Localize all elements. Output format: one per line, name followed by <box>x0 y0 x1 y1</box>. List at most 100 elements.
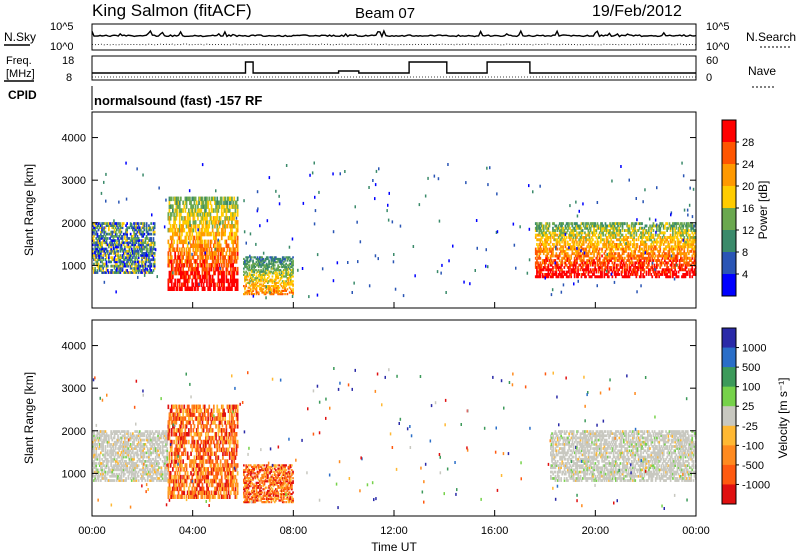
data-cell <box>633 252 635 256</box>
data-cell <box>181 255 183 260</box>
data-cell <box>539 270 542 274</box>
data-cell <box>93 443 95 446</box>
data-cell <box>268 286 270 289</box>
data-cell <box>652 268 655 272</box>
data-cell <box>621 268 624 272</box>
data-cell <box>116 457 118 461</box>
data-cell <box>168 247 171 252</box>
data-cell <box>652 259 655 262</box>
data-cell <box>585 268 587 272</box>
data-cell <box>219 200 222 205</box>
data-cell <box>167 212 170 217</box>
data-cell <box>673 236 675 239</box>
data-cell <box>585 222 587 226</box>
data-cell <box>116 466 118 470</box>
data-cell <box>205 255 207 260</box>
data-cell <box>235 204 238 209</box>
data-cell <box>653 224 656 228</box>
data-cell <box>645 256 648 260</box>
data-cell <box>223 274 225 280</box>
data-cell <box>114 222 117 225</box>
data-cell <box>673 259 675 262</box>
data-cell <box>135 266 138 270</box>
data-cell <box>234 231 237 237</box>
data-cell <box>690 259 692 262</box>
data-cell <box>541 243 544 246</box>
data-cell <box>603 252 606 256</box>
data-cell <box>691 236 694 239</box>
data-cell <box>143 271 146 274</box>
data-cell <box>640 259 642 262</box>
data-cell <box>564 226 567 230</box>
data-cell <box>651 245 654 249</box>
data-cell <box>194 227 197 233</box>
data-point <box>374 254 377 258</box>
data-cell <box>656 238 658 242</box>
data-cell <box>109 470 111 474</box>
data-cell <box>650 231 652 235</box>
data-cell <box>169 196 172 202</box>
data-cell <box>106 243 109 247</box>
data-cell <box>122 434 125 438</box>
data-cell <box>675 254 678 258</box>
data-cell <box>616 229 618 232</box>
data-cell <box>289 281 292 284</box>
data-cell <box>168 270 171 276</box>
data-cell <box>689 270 691 274</box>
data-cell <box>576 224 578 228</box>
data-cell <box>98 460 101 463</box>
data-cell <box>683 240 686 244</box>
data-cell <box>180 259 182 264</box>
data-cell <box>566 222 569 226</box>
data-cell <box>608 229 610 232</box>
data-cell <box>114 226 117 230</box>
data-cell <box>112 243 115 247</box>
data-point <box>636 218 638 222</box>
data-cell <box>183 220 186 225</box>
data-cell <box>253 267 255 270</box>
data-cell <box>628 268 631 272</box>
data-cell <box>234 220 237 225</box>
data-cell <box>169 235 172 241</box>
data-cell <box>590 275 593 279</box>
data-cell <box>604 233 607 237</box>
data-cell <box>185 251 188 256</box>
data-cell <box>634 222 636 226</box>
data-cell <box>262 267 265 270</box>
data-cell <box>566 229 569 232</box>
data-cell <box>219 247 222 252</box>
data-cell <box>127 226 130 230</box>
data-cell <box>582 252 585 256</box>
data-cell <box>120 247 123 251</box>
data-cell <box>654 247 657 251</box>
data-cell <box>661 261 664 265</box>
data-cell <box>280 265 283 269</box>
data-cell <box>579 240 582 244</box>
data-cell <box>624 249 626 253</box>
data-cell <box>596 245 599 249</box>
data-cell <box>539 245 542 249</box>
data-cell <box>548 243 551 246</box>
data-cell <box>103 222 106 225</box>
data-cell <box>247 256 250 259</box>
data-cell <box>248 283 251 286</box>
data-cell <box>188 255 190 260</box>
data-cell <box>677 238 680 242</box>
data-point <box>252 294 255 298</box>
data-cell <box>600 270 602 274</box>
data-cell <box>273 261 276 264</box>
data-cell <box>95 247 98 251</box>
data-cell <box>580 229 583 232</box>
data-cell <box>558 252 561 256</box>
data-cell <box>102 256 104 259</box>
data-cell <box>587 273 590 276</box>
data-cell <box>570 270 572 274</box>
data-cell <box>664 268 666 272</box>
data-cell <box>169 251 172 256</box>
data-cell <box>132 269 134 272</box>
data-cell <box>185 224 188 229</box>
data-cell <box>191 231 194 237</box>
data-cell <box>617 233 619 237</box>
data-cell <box>286 288 289 291</box>
data-cell <box>114 445 117 448</box>
